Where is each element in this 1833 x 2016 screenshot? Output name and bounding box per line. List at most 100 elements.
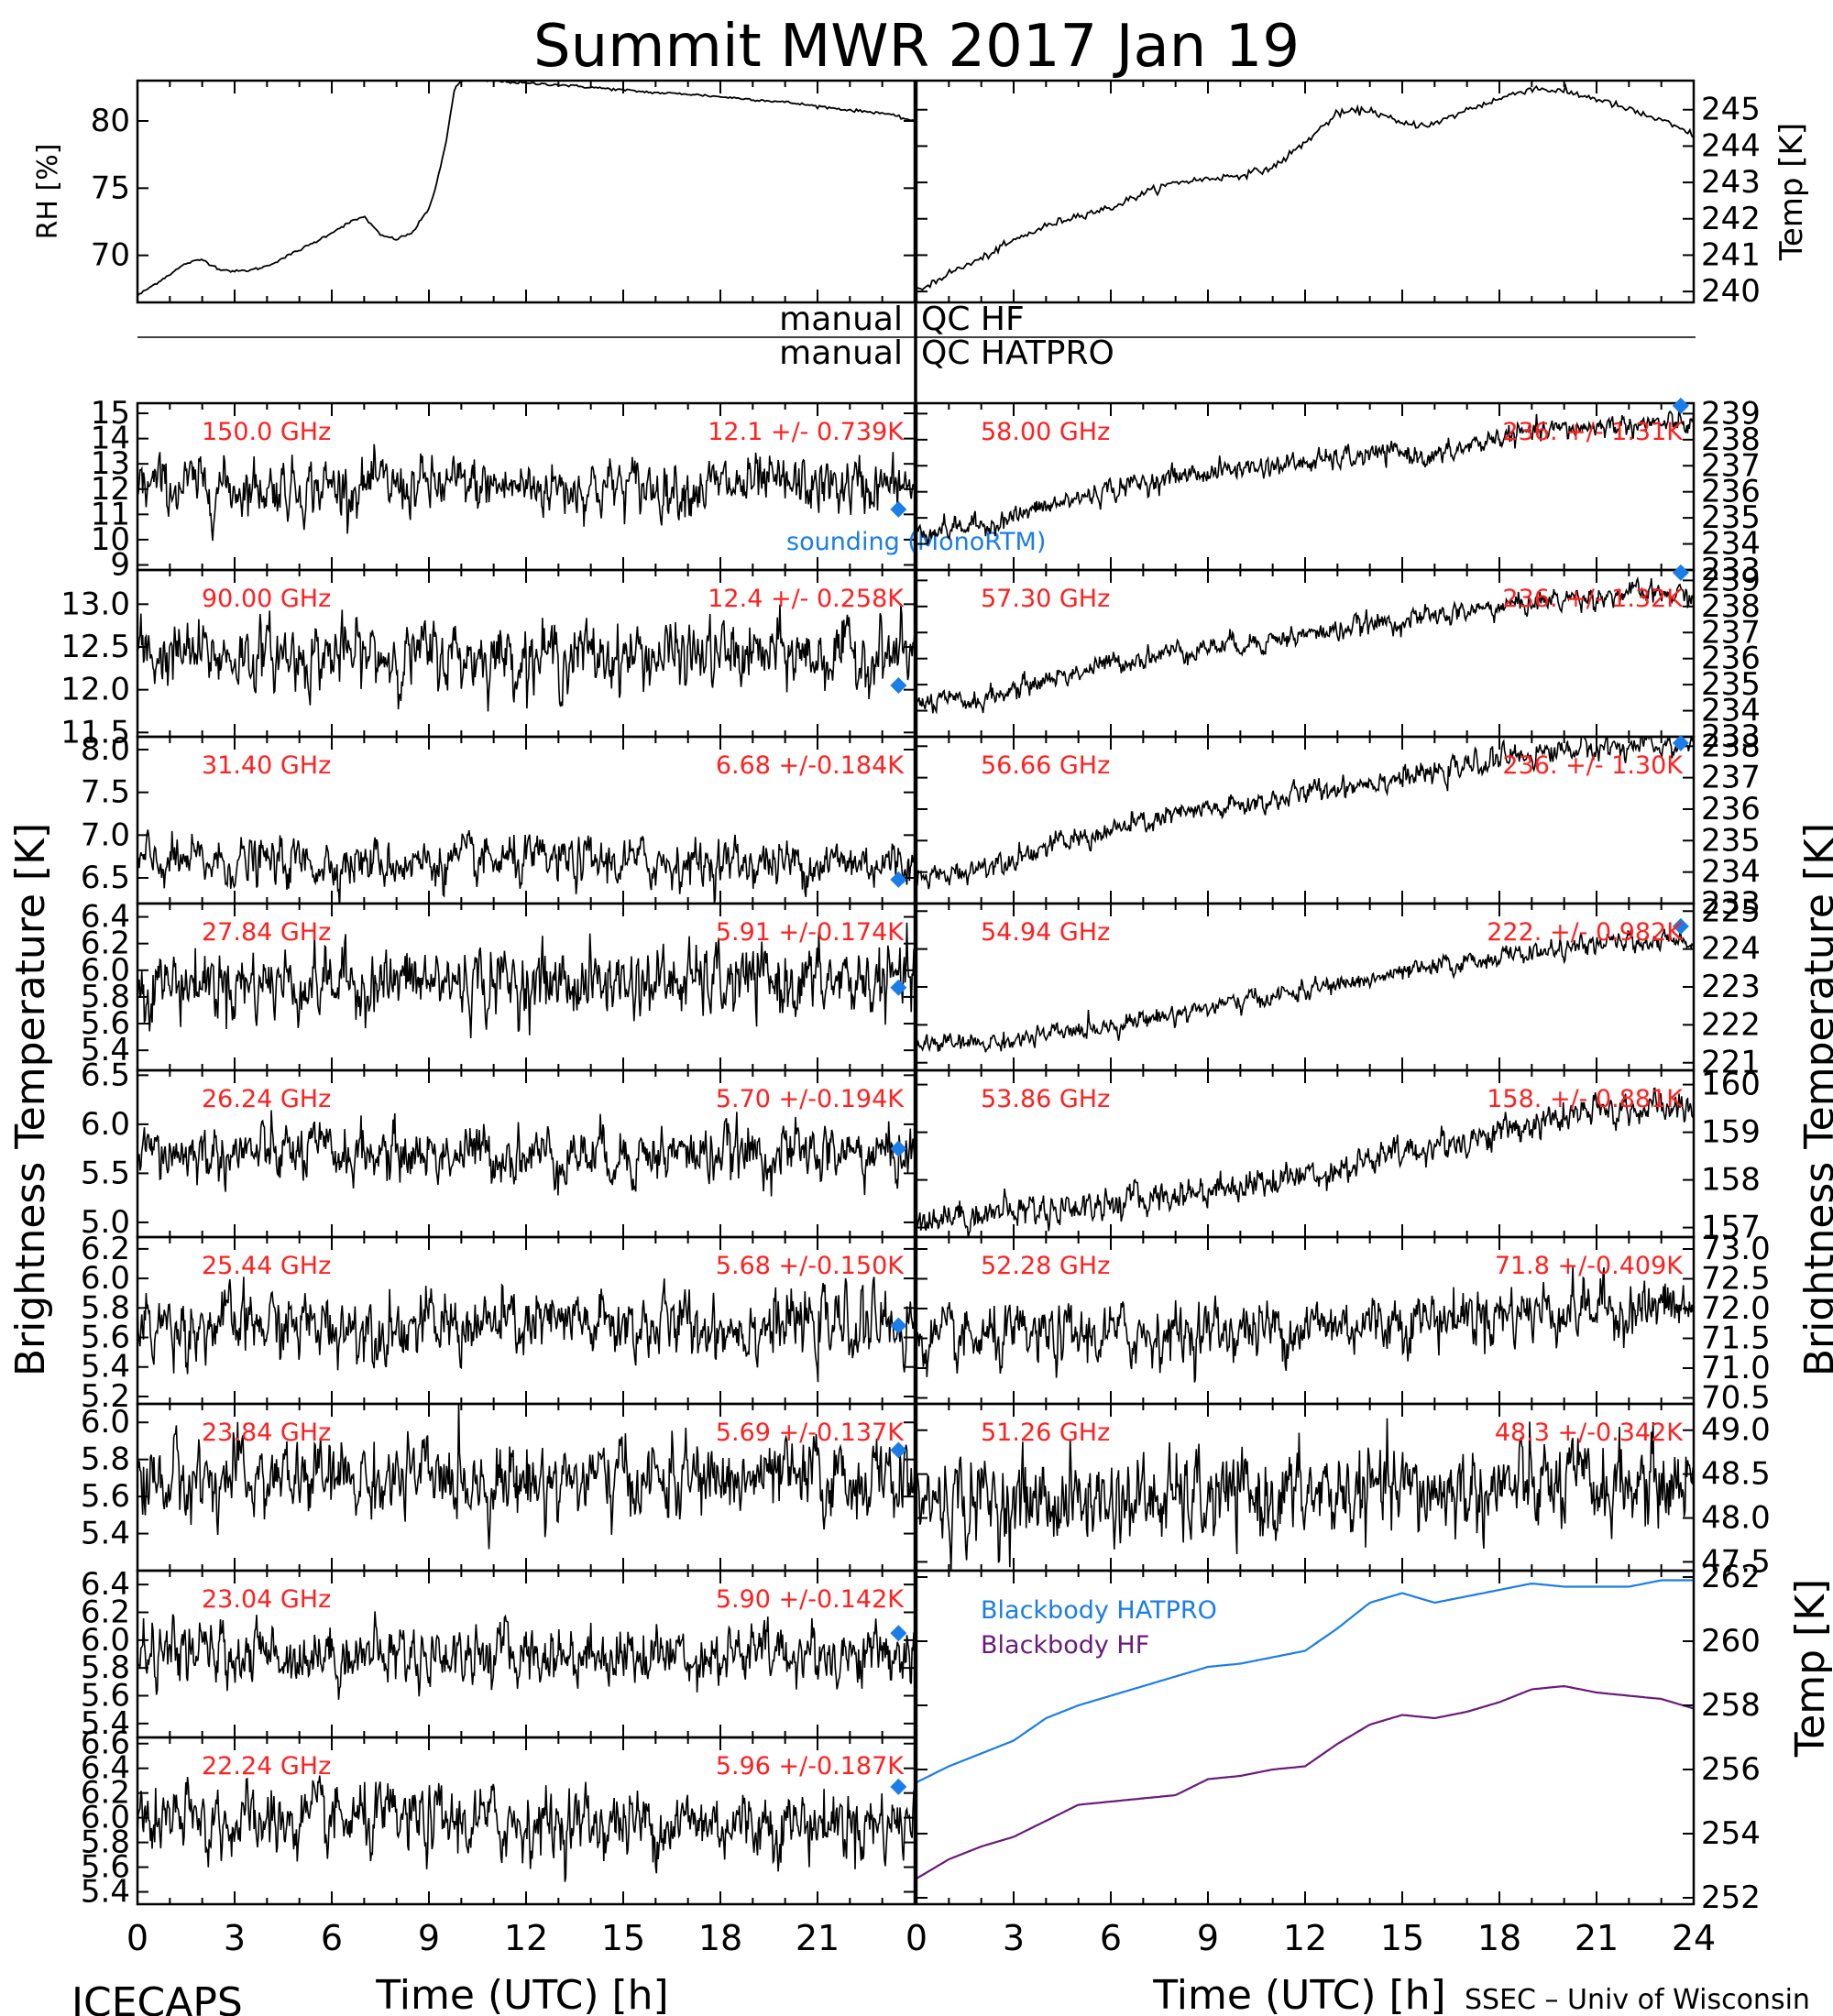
y-tick-label: 5.4	[81, 1349, 130, 1386]
frame-air_temp	[915, 79, 1696, 304]
y-tick-label: 12.5	[60, 629, 130, 665]
stats-label-ch_58: 236. +/- 1.31K	[1502, 418, 1684, 446]
y-tick-label: 71.0	[1701, 1350, 1771, 1386]
x-tick-label-right: 21	[1575, 1918, 1619, 1958]
x-tick-label-right: 15	[1380, 1918, 1424, 1958]
y-tick-label: 234	[1701, 854, 1761, 891]
freq-label-ch_23_04: 23.04 GHz	[202, 1585, 331, 1614]
x-tick-label-right: 12	[1283, 1918, 1327, 1958]
y-tick-label: 245	[1701, 92, 1761, 128]
y-tick-label: 12.0	[60, 672, 130, 708]
y-tick-label: 243	[1701, 164, 1761, 201]
y-tick-label: 8.0	[81, 731, 130, 768]
series-ch_58	[916, 407, 1694, 545]
y-tick-label: 49.0	[1701, 1412, 1771, 1449]
y-tick-label: 236	[1701, 641, 1761, 677]
series-ch_23_04	[137, 1611, 915, 1700]
y-tick-label: 244	[1701, 127, 1761, 164]
y-tick-label: 252	[1701, 1879, 1761, 1916]
stats-label-ch_51_26: 48.3 +/-0.342K	[1495, 1419, 1684, 1447]
y-tick-label: 158	[1701, 1162, 1761, 1199]
y-tick-label: 13	[91, 445, 130, 482]
y-tick-label: 233	[1701, 718, 1761, 755]
y-tick-label: 6.2	[81, 1594, 130, 1631]
x-tick-label-left: 18	[698, 1918, 742, 1958]
y-tick-label: 6.0	[81, 1260, 130, 1297]
y-tick-label: 70	[91, 237, 130, 274]
y-tick-label: 75	[91, 170, 130, 206]
freq-label-ch_57_30: 57.30 GHz	[981, 585, 1110, 613]
y-tick-label: 159	[1701, 1114, 1761, 1151]
panel-ch_23_84: 5.45.65.86.0 23.84 GHz 5.69 +/-0.137K	[81, 1402, 916, 1572]
data-ch_54_94	[916, 928, 1694, 1053]
panel-ch_53_86: 157 158 159 160 53.86 GHz 158. +/- 0.881K	[915, 1067, 1761, 1246]
sounding-marker-ch_23_84	[890, 1441, 907, 1459]
panel-ch_27: 5.45.65.86.06.26.4 27.84 GHz 5.91 +/-0.174…	[81, 899, 916, 1072]
data-rh	[137, 81, 915, 297]
y-tick-label: 256	[1701, 1751, 1761, 1788]
series-ch_54_94	[916, 928, 1694, 1053]
series-ch_22_24	[137, 1775, 915, 1882]
y-tick-label: 5.2	[81, 1378, 130, 1415]
series-ch_90	[137, 604, 915, 712]
y-tick-label: 6.4	[81, 899, 130, 936]
air-temp-y-axis-label: Temp [K]	[1773, 123, 1810, 261]
y-tick-label: 9	[110, 546, 130, 583]
y-tick-label: 6.4	[81, 1566, 130, 1603]
series-ch_52_28	[916, 1266, 1694, 1383]
freq-label-ch_54_94: 54.94 GHz	[981, 918, 1110, 947]
y-tick-label: 80	[91, 103, 130, 139]
x-tick-label-right: 9	[1197, 1918, 1219, 1958]
stats-label-ch_57_30: 236. +/- 1.32K	[1502, 585, 1684, 613]
x-tick-label-left: 6	[321, 1918, 343, 1958]
freq-label-ch_52_28: 52.28 GHz	[981, 1252, 1110, 1280]
freq-label-ch_25: 25.44 GHz	[202, 1252, 331, 1280]
freq-label-ch_27: 27.84 GHz	[202, 918, 331, 947]
x-tick-label-left: 3	[224, 1918, 246, 1958]
left-x-axis-label: Time (UTC) [h]	[375, 1972, 668, 2016]
data-ch_23_84	[137, 1404, 915, 1550]
series-ch_25	[137, 1276, 915, 1383]
y-tick-label: 235	[1701, 666, 1761, 703]
panel-ch_22_24: 5.45.65.86.06.26.46.6 22.24 GHz 5.96 +/-0.…	[81, 1726, 916, 1911]
x-tick-label-right: 0	[906, 1918, 927, 1958]
series-rh	[137, 81, 915, 297]
series-ch_26	[137, 1110, 915, 1197]
data-ch_90	[137, 604, 915, 712]
data-ch_31	[137, 829, 915, 904]
y-tick-label: 239	[1701, 395, 1761, 432]
y-tick-label: 6.2	[81, 926, 130, 962]
stats-label-ch_56_66: 236. +/- 1.30K	[1502, 751, 1684, 780]
y-tick-label: 236	[1701, 791, 1761, 827]
y-tick-label: 238	[1701, 588, 1761, 625]
right-y-axis-label: Brightness Temperature [K]	[1796, 823, 1833, 1376]
series-blackbody-hatpro	[916, 1579, 1694, 1783]
y-tick-label: 237	[1701, 447, 1761, 484]
y-tick-label: 234	[1701, 693, 1761, 729]
y-tick-label: 5.8	[81, 1441, 130, 1478]
freq-label-ch_53_86: 53.86 GHz	[981, 1085, 1110, 1113]
y-tick-label: 233	[1701, 552, 1761, 588]
y-tick-label: 5.0	[81, 1204, 130, 1241]
y-tick-label: 5.4	[81, 1032, 130, 1068]
y-tick-label: 6.0	[81, 1800, 130, 1836]
sounding-marker-ch_25	[890, 1317, 907, 1334]
legend-blackbody-hatpro: Blackbody HATPRO	[981, 1596, 1217, 1625]
y-tick-label: 7.5	[81, 774, 130, 811]
y-tick-label: 6.2	[81, 1231, 130, 1267]
y-tick-label: 5.6	[81, 1678, 130, 1715]
sounding-marker-ch_22_24	[890, 1778, 907, 1795]
y-tick-label: 239	[1701, 562, 1761, 598]
data-ch_27	[137, 922, 915, 1039]
sounding-marker-ch_54_94	[1672, 917, 1689, 935]
freq-label-ch_150: 150.0 GHz	[202, 418, 331, 446]
y-tick-label: 13.0	[60, 586, 130, 622]
y-tick-label: 5.8	[81, 979, 130, 1015]
sounding-marker-ch_27	[890, 979, 907, 996]
y-tick-label: 11	[91, 496, 130, 532]
sounding-marker-ch_150	[890, 500, 907, 518]
footer-ssec: SSEC – Univ of Wisconsin	[1465, 1984, 1810, 2016]
data-ch_57_30	[916, 575, 1694, 715]
